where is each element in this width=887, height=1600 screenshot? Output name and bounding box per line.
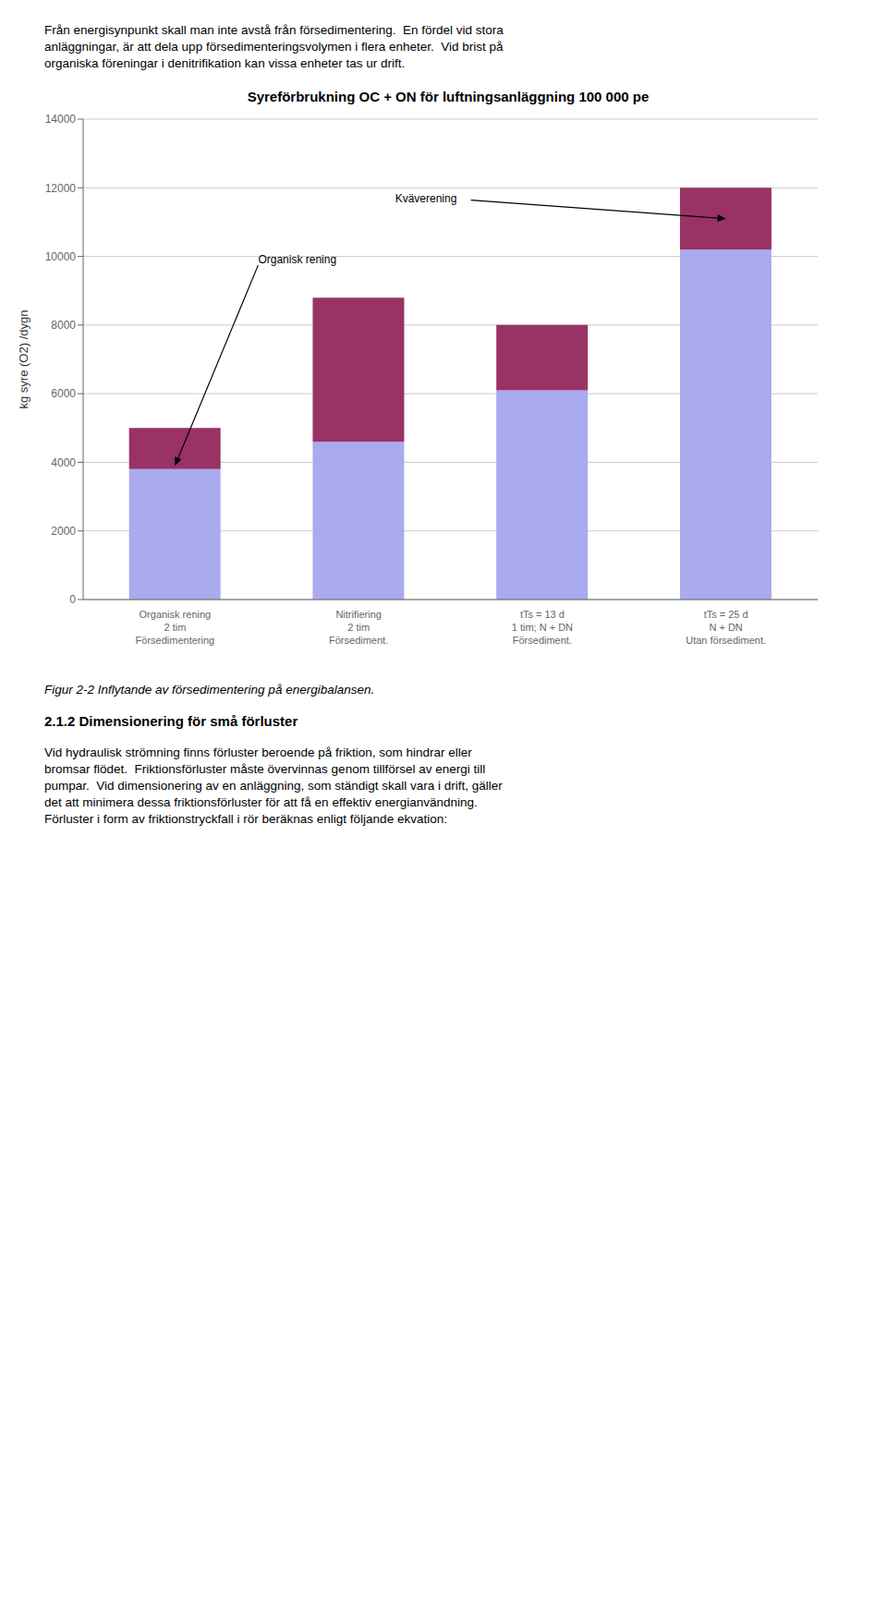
svg-text:6000: 6000 — [50, 387, 76, 401]
svg-text:tTs = 13 d1 tim; N + DNFörsedi: tTs = 13 d1 tim; N + DNFörsediment. — [511, 608, 573, 646]
svg-text:12000: 12000 — [45, 182, 77, 195]
html-text:Figur 2-2 Inflytande av försed: Figur 2-2 Inflytande av försedimentering… — [44, 682, 375, 697]
svg-text:kg syre (O2) /dygn: kg syre (O2) /dygn — [16, 310, 31, 410]
svg-text:8000: 8000 — [50, 318, 76, 332]
svg-text:Organisk rening: Organisk rening — [257, 253, 337, 267]
svg-text:0: 0 — [69, 593, 76, 607]
html-text:Från energisynpunkt skall man: Från energisynpunkt skall man inte avstå… — [44, 23, 504, 71]
svg-text:2000: 2000 — [50, 524, 76, 538]
svg-text:10000: 10000 — [45, 250, 77, 264]
svg-text:14000: 14000 — [45, 112, 77, 126]
svg-text:Nitrifiering2 timFörsediment.: Nitrifiering2 timFörsediment. — [328, 608, 389, 646]
svg-text:4000: 4000 — [50, 456, 76, 470]
svg-text:tTs = 25 dN + DNUtan försedime: tTs = 25 dN + DNUtan försediment. — [685, 608, 766, 646]
html-text:2.1.2 Dimensionering för små f: 2.1.2 Dimensionering för små förluster — [44, 713, 298, 730]
html-text:Syreförbrukning OC + ON för lu: Syreförbrukning OC + ON för luftningsanl… — [247, 88, 649, 105]
html-text:Vid hydraulisk strömning finns: Vid hydraulisk strömning finns förluster… — [44, 745, 503, 827]
svg-text:Kväverening: Kväverening — [395, 192, 458, 206]
svg-text:Organisk rening2 timFörsedimen: Organisk rening2 timFörsedimentering — [135, 608, 216, 646]
